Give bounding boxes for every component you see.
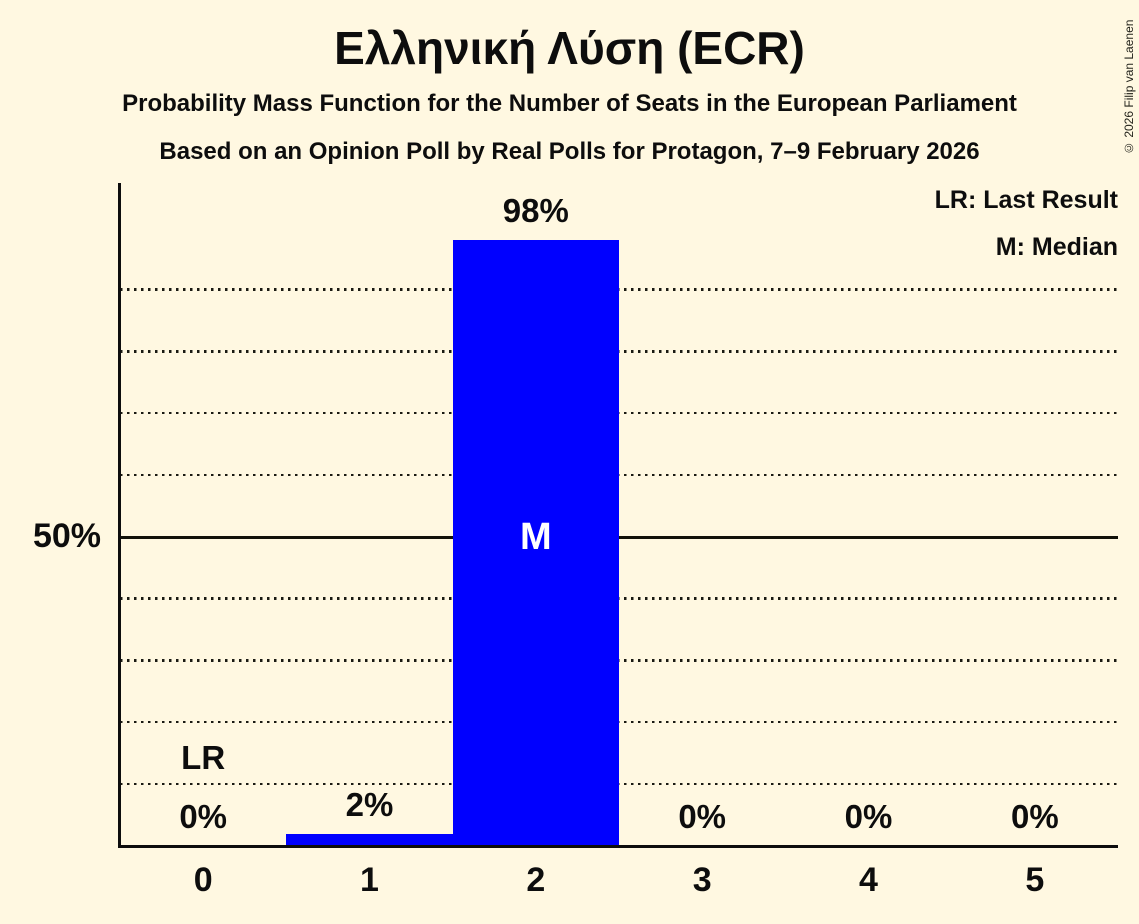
- gridline-60pct: [120, 473, 1118, 477]
- chart-title: Ελληνική Λύση (ECR): [334, 22, 805, 74]
- x-tick-label-3: 3: [692, 861, 712, 899]
- chart-subtitle-poll-source: Based on an Opinion Poll by Real Polls f…: [159, 138, 980, 165]
- x-tick-label-4: 4: [859, 861, 878, 899]
- gridline-50pct-solid: [120, 535, 1118, 539]
- copyright-notice: © 2026 Filip van Laenen: [1122, 19, 1136, 155]
- y-axis-line: [118, 183, 121, 846]
- gridline-80pct: [120, 350, 1118, 353]
- bar-seats-1: [286, 833, 453, 846]
- value-label-seats-3: 0%: [678, 798, 727, 835]
- last-result-marker: LR: [181, 739, 226, 776]
- gridline-30pct: [120, 659, 1118, 662]
- plot-area: 0% 2% 98% 0% 0% 0% M LR: [118, 183, 1118, 848]
- gridline-40pct: [120, 597, 1118, 600]
- x-tick-label-5: 5: [1025, 861, 1045, 899]
- value-label-seats-5: 0%: [1010, 798, 1059, 835]
- value-label-seats-0: 0%: [179, 798, 228, 835]
- x-tick-label-2: 2: [526, 861, 546, 899]
- legend-median: M: Median: [995, 233, 1118, 261]
- gridline-90pct: [120, 288, 1118, 291]
- gridline-20pct: [120, 720, 1118, 724]
- legend-last-result: LR: Last Result: [934, 186, 1118, 214]
- x-tick-label-1: 1: [360, 861, 379, 899]
- value-label-seats-1: 2%: [345, 785, 394, 823]
- x-axis-line: [118, 845, 1118, 848]
- gridline-10pct: [120, 782, 1118, 786]
- x-tick-label-0: 0: [193, 861, 213, 899]
- y-axis-50pct-label: 50%: [32, 517, 101, 555]
- chart-subtitle-pmf: Probability Mass Function for the Number…: [122, 90, 1017, 117]
- gridline-70pct: [120, 411, 1118, 415]
- value-label-seats-2: 98%: [502, 192, 569, 230]
- value-label-seats-4: 0%: [844, 798, 893, 835]
- bar-seats-2: [452, 240, 619, 846]
- median-marker: M: [519, 516, 552, 558]
